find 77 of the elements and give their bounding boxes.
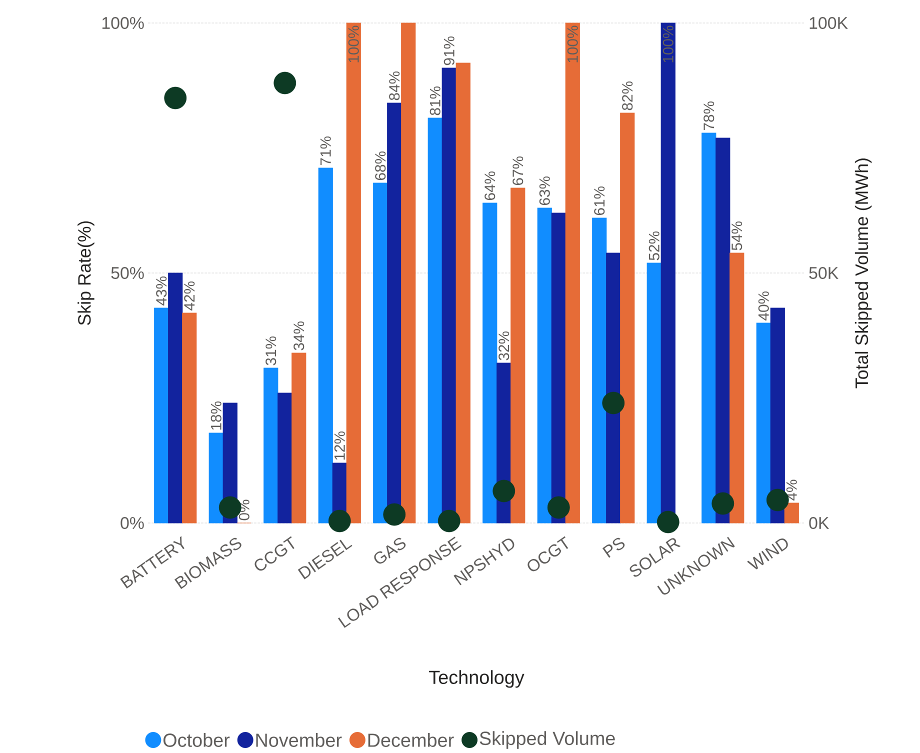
bar [620, 112, 635, 524]
point [712, 492, 734, 515]
y-tick-label: 50% [111, 267, 144, 280]
data-label: 34% [294, 321, 304, 350]
bar [551, 212, 566, 524]
bar [770, 308, 785, 524]
bar [428, 118, 442, 524]
data-label: 63% [539, 176, 550, 206]
legend-label: November [256, 733, 342, 747]
bar [510, 188, 526, 524]
data-label: 100% [662, 26, 674, 62]
x-tick-label: PS [602, 538, 625, 558]
bar [784, 502, 799, 524]
data-label: 67% [512, 156, 524, 186]
data-label: 18% [210, 401, 222, 430]
bar [208, 432, 224, 524]
bar [318, 168, 333, 524]
y2-tick-label: 0K [809, 517, 830, 529]
data-label: 43% [156, 276, 167, 306]
point [656, 510, 680, 534]
data-label: 31% [266, 336, 276, 366]
point [274, 72, 296, 94]
data-label: 52% [648, 231, 660, 260]
y2-tick-label: 100K [810, 16, 848, 29]
point [328, 510, 351, 532]
data-label: 4% [786, 480, 797, 500]
data-label: 81% [430, 86, 440, 116]
bar [373, 182, 388, 524]
bar [401, 22, 416, 524]
data-label: 78% [704, 101, 714, 130]
bar [537, 208, 552, 524]
data-label: 68% [375, 151, 386, 180]
bar [482, 202, 498, 524]
point [602, 392, 625, 414]
point [547, 496, 570, 519]
point [492, 480, 516, 502]
bar [756, 322, 771, 524]
data-label: 84% [389, 71, 400, 100]
y2-tick-label: 50K [809, 267, 838, 279]
bar [292, 352, 306, 524]
y-tick-label: 0% [120, 517, 144, 530]
data-label: 100% [567, 26, 578, 62]
bar [592, 218, 607, 524]
bar [154, 308, 169, 524]
point [383, 503, 406, 526]
y-axis-title: Skip Rate(%) [78, 221, 94, 326]
y-tick-label: 100% [102, 17, 144, 29]
data-label: 12% [334, 431, 345, 460]
bar [168, 272, 183, 524]
bar [730, 252, 744, 524]
data-label: 61% [594, 186, 605, 216]
bar [278, 392, 292, 524]
bar [646, 262, 662, 524]
bar [565, 22, 580, 524]
legend-label: October [163, 733, 230, 747]
data-label: 100% [348, 26, 359, 62]
data-label: 71% [320, 136, 331, 166]
bar [264, 368, 278, 524]
legend-label: Skipped Volume [480, 731, 615, 749]
data-label: 91% [444, 36, 454, 66]
data-label: 40% [758, 291, 769, 320]
bar [702, 132, 716, 524]
bar [346, 22, 361, 524]
x-axis-title: Technology [429, 670, 524, 688]
bar [387, 102, 402, 524]
data-label: 32% [498, 331, 510, 360]
point [438, 510, 460, 532]
data-label: 82% [622, 81, 633, 110]
y2-axis-title: Total Skipped Volume (MWh) [854, 158, 872, 388]
data-label: 64% [484, 171, 496, 200]
bar [716, 138, 730, 524]
bar [182, 312, 197, 524]
legend-label: December [368, 733, 454, 747]
data-label: 42% [184, 281, 195, 310]
data-label: 54% [732, 221, 742, 250]
bar [456, 62, 470, 524]
point [164, 86, 187, 110]
